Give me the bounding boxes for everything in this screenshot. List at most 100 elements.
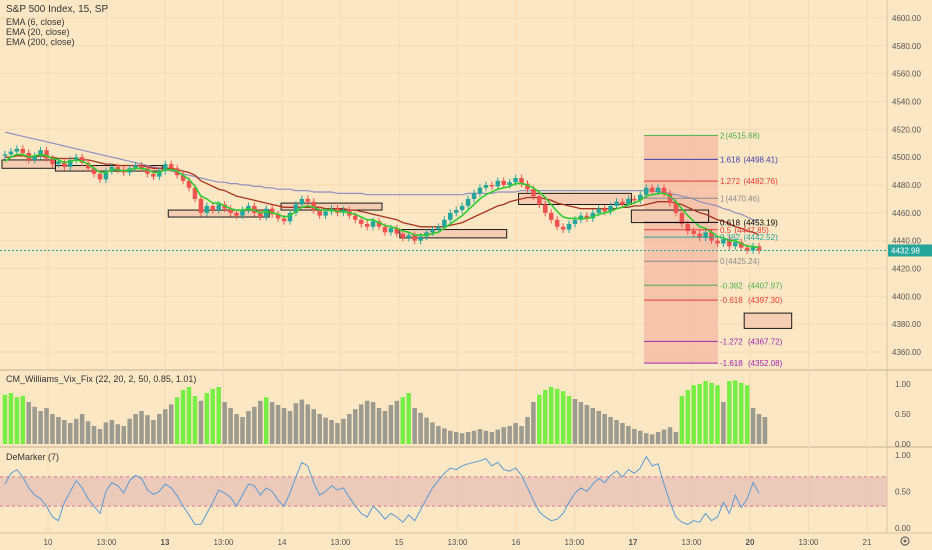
candle[interactable] <box>554 219 560 227</box>
vix-bar[interactable] <box>614 420 619 444</box>
candle[interactable] <box>584 215 590 219</box>
candle[interactable] <box>157 171 162 177</box>
vix-bar[interactable] <box>471 430 477 444</box>
candle[interactable] <box>234 212 239 216</box>
candle[interactable] <box>91 168 97 174</box>
vix-bar[interactable] <box>738 382 744 444</box>
candle[interactable] <box>477 187 483 194</box>
candle[interactable] <box>608 205 613 212</box>
vix-bar[interactable] <box>661 429 667 444</box>
candle[interactable] <box>715 240 720 244</box>
vix-bar[interactable] <box>62 420 67 444</box>
vix-bar[interactable] <box>590 408 596 444</box>
vix-bar[interactable] <box>513 423 518 444</box>
vix-bar[interactable] <box>293 403 299 444</box>
candle[interactable] <box>679 212 685 224</box>
vix-bar[interactable] <box>691 385 696 444</box>
vix-bar[interactable] <box>762 417 768 444</box>
candle[interactable] <box>293 204 299 213</box>
candle[interactable] <box>602 208 607 212</box>
vix-bar[interactable] <box>329 420 334 444</box>
candle[interactable] <box>68 159 73 167</box>
vix-bar[interactable] <box>258 400 263 444</box>
candle[interactable] <box>163 164 168 172</box>
vix-bar[interactable] <box>364 400 370 444</box>
candle[interactable] <box>643 187 649 195</box>
vix-bar[interactable] <box>246 411 251 444</box>
vix-bar[interactable] <box>566 396 572 444</box>
candle[interactable] <box>620 201 625 205</box>
symbol-title[interactable]: S&P 500 Index, 15, SP <box>6 4 108 15</box>
candle[interactable] <box>269 208 275 215</box>
candle[interactable] <box>299 198 305 205</box>
candle[interactable] <box>560 226 566 230</box>
candle[interactable] <box>661 187 667 194</box>
vix-bar[interactable] <box>8 393 14 444</box>
study-label-ema6[interactable]: EMA (6, close) <box>6 17 65 27</box>
candle[interactable] <box>519 178 524 184</box>
vix-bar[interactable] <box>655 432 661 444</box>
candle[interactable] <box>673 203 679 213</box>
candle[interactable] <box>115 166 121 170</box>
vix-bar[interactable] <box>32 406 37 444</box>
vix-bar[interactable] <box>537 394 542 444</box>
zone-box[interactable] <box>399 229 508 239</box>
vix-bar[interactable] <box>335 423 340 444</box>
candle[interactable] <box>44 150 49 159</box>
study-label-ema200[interactable]: EMA (200, close) <box>6 37 75 47</box>
vix-bar[interactable] <box>305 404 311 444</box>
vix-bar[interactable] <box>667 427 673 444</box>
candle[interactable] <box>418 236 423 241</box>
candle[interactable] <box>655 187 661 192</box>
candle[interactable] <box>566 223 572 230</box>
candle[interactable] <box>501 180 506 185</box>
candle[interactable] <box>649 187 655 192</box>
candle[interactable] <box>685 223 691 231</box>
vix-bar[interactable] <box>548 387 554 444</box>
vix-panel-label[interactable]: CM_Williams_Vix_Fix (22, 20, 2, 50, 0.85… <box>6 374 196 384</box>
candle[interactable] <box>388 228 394 233</box>
vix-bar[interactable] <box>620 423 625 444</box>
candle[interactable] <box>531 189 536 197</box>
vix-bar[interactable] <box>127 418 132 444</box>
vix-bar[interactable] <box>709 382 714 444</box>
candle[interactable] <box>275 214 281 219</box>
vix-bar[interactable] <box>578 402 584 444</box>
candle[interactable] <box>56 161 61 165</box>
candle[interactable] <box>139 165 144 169</box>
vix-bar[interactable] <box>50 414 55 444</box>
vix-bar[interactable] <box>210 388 216 444</box>
vix-bar[interactable] <box>79 414 85 444</box>
fib-extension-zone[interactable] <box>644 135 718 364</box>
vix-bar[interactable] <box>323 417 328 444</box>
candle[interactable] <box>85 162 91 169</box>
candle[interactable] <box>204 205 210 213</box>
vix-bar[interactable] <box>519 426 524 444</box>
candle[interactable] <box>240 210 245 216</box>
candle[interactable] <box>632 198 637 201</box>
vix-bar[interactable] <box>198 400 204 444</box>
candle[interactable] <box>358 219 364 224</box>
vix-bar[interactable] <box>14 397 20 444</box>
candle[interactable] <box>305 198 311 202</box>
candle[interactable] <box>370 221 376 227</box>
demarker-line[interactable] <box>4 455 760 525</box>
candle[interactable] <box>382 226 388 233</box>
vix-bar[interactable] <box>299 399 305 444</box>
candle[interactable] <box>697 233 702 238</box>
vix-bar[interactable] <box>643 433 649 444</box>
candle[interactable] <box>525 183 530 190</box>
vix-bar[interactable] <box>68 423 73 444</box>
vix-bar[interactable] <box>234 414 239 444</box>
ema20-line[interactable] <box>5 155 760 236</box>
vix-bar[interactable] <box>163 409 168 444</box>
candle[interactable] <box>691 230 696 234</box>
vix-bar[interactable] <box>756 414 762 444</box>
vix-bar[interactable] <box>400 397 406 444</box>
vix-bar[interactable] <box>721 402 726 444</box>
candle[interactable] <box>198 198 204 213</box>
vix-bar[interactable] <box>649 434 655 444</box>
candle[interactable] <box>263 208 269 218</box>
vix-bar[interactable] <box>715 385 720 444</box>
vix-bar[interactable] <box>388 405 394 444</box>
